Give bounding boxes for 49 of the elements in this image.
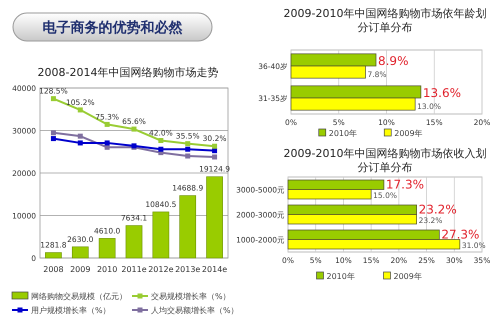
x-tick-label: 2008: [43, 265, 64, 274]
point: [158, 138, 164, 144]
chart-title: 2009-2010年中国网络购物市场依年龄划分订单分布: [284, 7, 486, 34]
point: [185, 146, 190, 152]
bar: [45, 252, 62, 258]
point: [78, 107, 83, 112]
x-tick-label: 2012e: [148, 265, 174, 274]
point: [50, 130, 56, 136]
point: [212, 144, 218, 149]
point: [78, 140, 83, 146]
data-label: 13.6%: [422, 86, 462, 100]
chart-title: 2009-2010年中国网络购物市场依收入划分订单分布: [284, 147, 486, 174]
point: [212, 148, 218, 154]
point: [185, 141, 190, 146]
legend-label: 网络购物交易规模（亿元）: [31, 292, 127, 301]
point: [212, 154, 218, 160]
bar: [206, 176, 223, 258]
point: [185, 154, 190, 159]
bar: [179, 195, 196, 258]
x-tick-label: 2009: [70, 265, 90, 274]
point: [50, 96, 56, 102]
x-tick-label: 2011e: [121, 265, 147, 274]
point: [104, 140, 110, 146]
x-tick-label: 2013e: [175, 265, 200, 274]
legend-label: 交易规模增长率（%）: [151, 292, 231, 301]
data-label: 17.3%: [386, 178, 424, 192]
data-label: 27.3%: [441, 228, 480, 242]
legend-label: 2010年: [328, 129, 358, 138]
bar: [98, 238, 116, 258]
bar: [126, 225, 142, 258]
data-label: 8.9%: [378, 54, 408, 68]
bar: [152, 212, 170, 258]
legend-label: 用户规模增长率（%）: [31, 306, 111, 315]
point: [132, 126, 136, 132]
legend-label: 2009年: [394, 129, 423, 138]
point: [50, 136, 56, 142]
point: [104, 122, 110, 127]
text: 电子商务的优势和必然: [42, 19, 184, 36]
data-label: 23.2%: [418, 202, 457, 216]
point: [104, 144, 110, 150]
chart-title: 2008-2014年中国网络购物市场走势: [38, 66, 218, 79]
legend-label: 2009年: [394, 272, 422, 281]
x-tick-label: 2014e: [202, 265, 228, 274]
legend-label: 2010年: [326, 272, 355, 281]
legend-label: 人均交易额增长率（%）: [151, 306, 239, 315]
bar: [72, 246, 89, 258]
point: [78, 134, 83, 139]
point: [158, 146, 164, 152]
x-tick-label: 2010: [96, 265, 118, 274]
